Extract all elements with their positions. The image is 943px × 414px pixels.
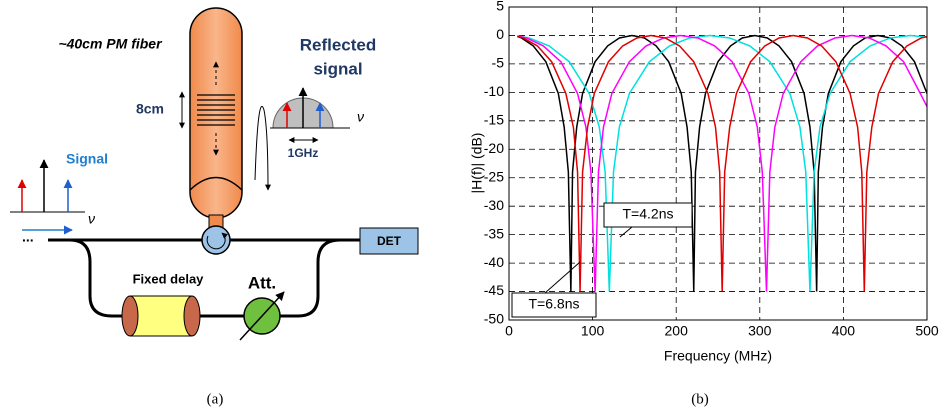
x-tick-label: 500 xyxy=(915,323,939,339)
spacing-label: 1GHz xyxy=(288,146,319,160)
delay-loop xyxy=(69,238,341,318)
reflection-arrow xyxy=(254,105,271,191)
chart: 50-5-10-15-20-25-30-35-40-45-500 100 200 30… xyxy=(484,0,939,339)
delay-label: Fixed delay xyxy=(133,271,205,286)
annotation-box xyxy=(511,292,597,318)
caption: (b) xyxy=(691,391,709,407)
caption: (a) xyxy=(207,391,224,407)
series-line xyxy=(517,34,927,292)
fiber xyxy=(189,7,243,219)
reflected-label: signal xyxy=(313,59,362,78)
annotation: T=6.8ns xyxy=(529,296,580,312)
series-line xyxy=(517,34,927,292)
plot-frame xyxy=(508,6,928,321)
freq-symbol: ν xyxy=(357,109,364,125)
detector: DET xyxy=(377,234,402,248)
y-axis-label: |H(f)| (dB) xyxy=(469,133,485,194)
attenuator-label: Att. xyxy=(248,273,276,292)
x-axis-label: Frequency (MHz) xyxy=(664,348,772,364)
reflected-label: Reflected xyxy=(300,35,377,54)
attenuator-arrow xyxy=(239,291,285,341)
annotation-arrow xyxy=(544,261,581,294)
plot-area xyxy=(509,7,927,320)
y-tick-label: 0 xyxy=(496,26,504,42)
signal-label: Signal xyxy=(66,151,108,167)
spool-end xyxy=(183,295,201,337)
annotation-box xyxy=(603,202,693,228)
spool-end xyxy=(121,295,139,337)
y-tick-label: -25 xyxy=(484,168,504,184)
annotation-arrow xyxy=(619,226,633,238)
y-tick-label: -40 xyxy=(484,254,504,270)
freq-symbol: ν xyxy=(88,211,95,227)
grating-length: 8cm xyxy=(136,101,164,117)
y-tick-label: -20 xyxy=(484,140,504,156)
grating xyxy=(197,94,235,126)
annotation: T=4.2ns xyxy=(623,206,674,222)
y-tick-label: -10 xyxy=(484,83,504,99)
circulator-arrow xyxy=(206,232,229,250)
ellipsis: ... xyxy=(22,229,34,245)
y-tick-label: -35 xyxy=(484,225,504,241)
y-tick-label: -50 xyxy=(484,311,504,327)
y-tick-label: 5 xyxy=(496,0,504,14)
x-tick-label: 0 xyxy=(505,323,513,339)
fiber-label: ~40cm PM fiber xyxy=(58,36,163,52)
fiber-end xyxy=(189,176,243,191)
x-tick-label: 300 xyxy=(748,323,772,339)
y-tick-label: -15 xyxy=(484,112,504,128)
annotations: T=4.2ns T=6.8ns xyxy=(511,202,693,318)
x-tick-label: 200 xyxy=(665,323,689,339)
circulator xyxy=(201,225,231,255)
y-tick-label: -5 xyxy=(492,55,505,71)
diagram: 8cm ~40cm PM fiber Reflected signal 1GHz… xyxy=(10,7,419,407)
series-line xyxy=(517,34,927,292)
x-tick-label: 400 xyxy=(832,323,856,339)
detector-box xyxy=(359,227,419,255)
x-tick-label: 100 xyxy=(581,323,605,339)
y-tick-label: -30 xyxy=(484,197,504,213)
spool xyxy=(129,295,193,337)
series-line xyxy=(517,34,927,292)
y-tick-label: -45 xyxy=(484,282,504,298)
